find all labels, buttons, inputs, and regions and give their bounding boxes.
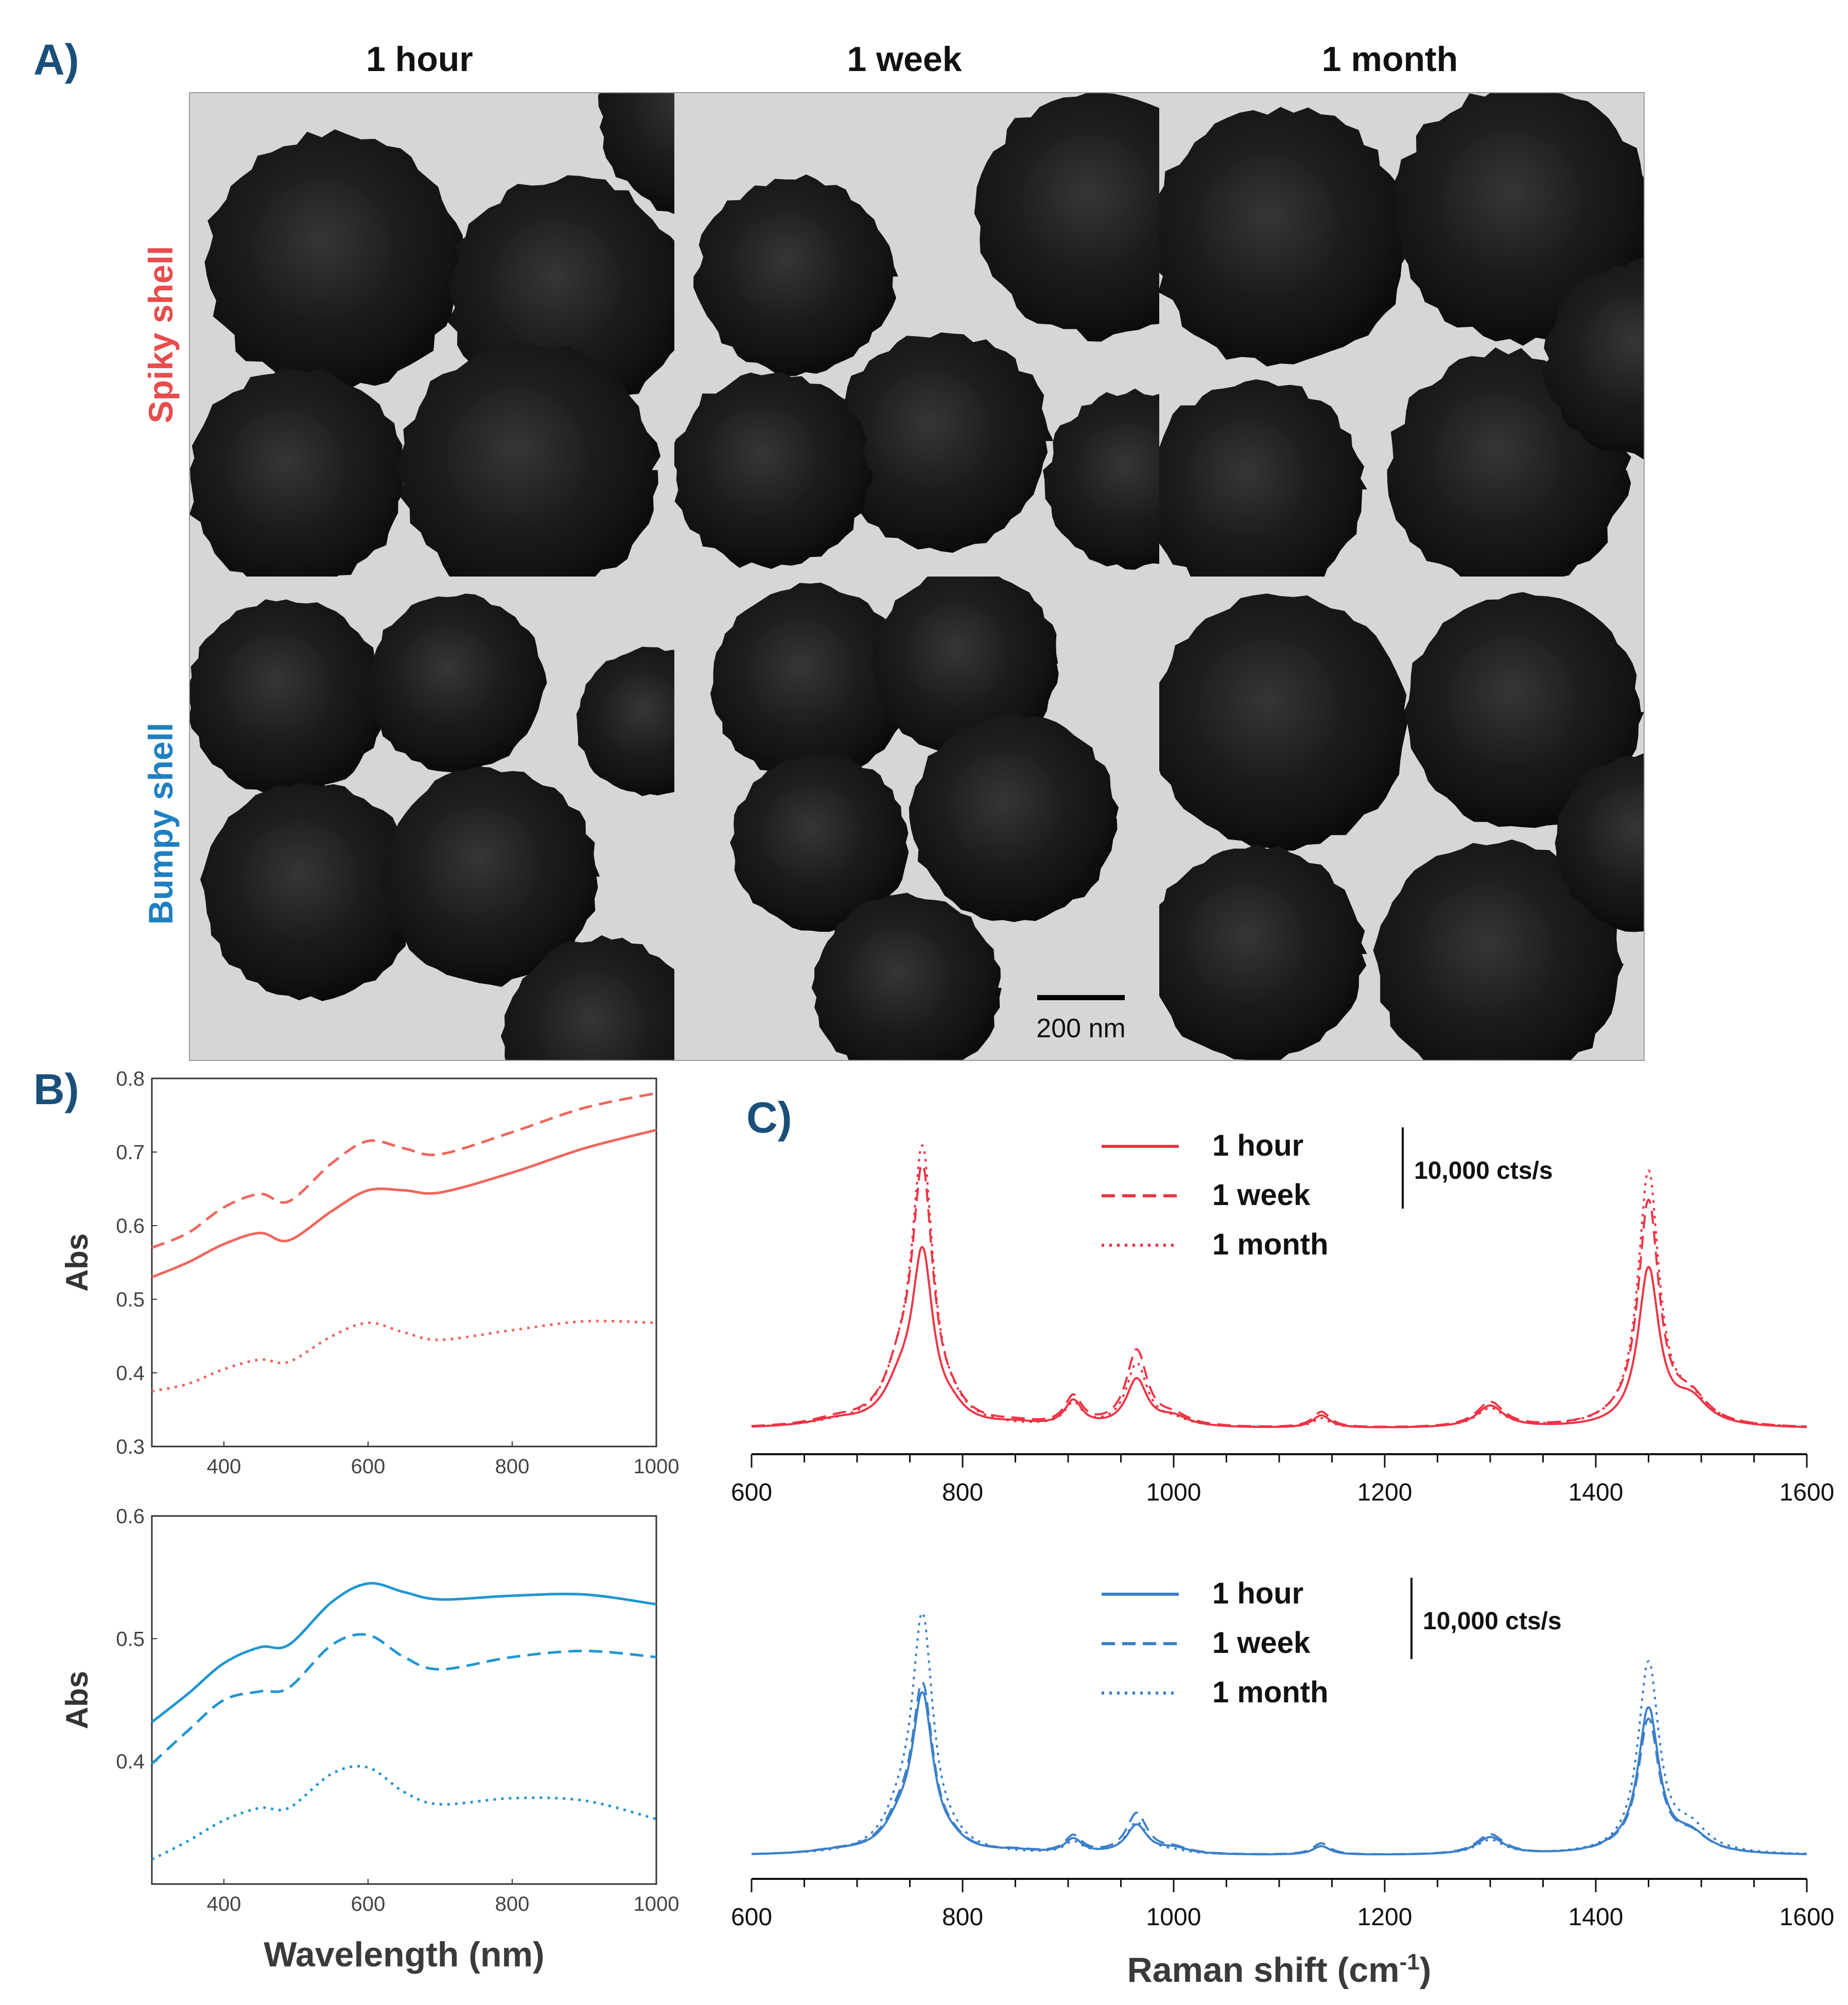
series-line-1-hour: [151, 1128, 657, 1279]
y-tick-label: 0.7: [116, 1141, 145, 1164]
series-line-1-month: [151, 1319, 657, 1393]
tem-column-title-1: 1 hour: [366, 40, 473, 79]
x-tick-label: 1000: [634, 1455, 679, 1478]
x-tick-label: 1200: [1357, 1904, 1413, 1931]
raman-spiky-chart: 600 800 1000 1200 1400 1600 1 hour 1 week 1 mont…: [731, 1127, 1834, 1506]
tem-row-title-bumpy: Bumpy shell: [142, 723, 180, 925]
series-line-1-week: [151, 1092, 657, 1249]
legend-label: 1 hour: [1212, 1129, 1303, 1162]
x-tick-label: 1400: [1568, 1479, 1624, 1506]
y-tick-label: 0.4: [116, 1362, 145, 1385]
y-tick-label: 0.6: [116, 1505, 145, 1528]
tem-image: [674, 93, 1159, 577]
x-axis-label: Wavelength (nm): [264, 1935, 544, 1974]
plot-frame: [151, 1515, 657, 1885]
panel-label-c: C): [746, 1093, 792, 1142]
y-tick-label: 0.5: [116, 1628, 145, 1650]
series-line-1-month: [751, 1612, 1807, 1856]
legend-label: 1 hour: [1212, 1577, 1303, 1610]
tem-row-title-spiky: Spiky shell: [142, 246, 180, 424]
x-tick-label: 600: [351, 1455, 386, 1478]
series-line-1-week: [751, 1681, 1807, 1855]
legend-label: 1 week: [1212, 1626, 1311, 1660]
x-tick-label: 1600: [1780, 1904, 1835, 1931]
panel-label-b: B): [33, 1065, 79, 1113]
x-tick-label: 1000: [1146, 1479, 1201, 1506]
tem-image-grid: [189, 92, 1645, 1061]
y-axis-label: Abs: [60, 1233, 94, 1292]
x-tick-label: 600: [731, 1479, 772, 1506]
plot-frame: [151, 1077, 657, 1448]
series-line-1-month: [151, 1765, 657, 1861]
tem-image: [674, 577, 1159, 1060]
intensity-scale-label: 10,000 cts/s: [1414, 1157, 1553, 1184]
tem-column-title-3: 1 month: [1322, 40, 1458, 79]
y-axis-label: Abs: [60, 1671, 94, 1729]
uvvis-spiky-chart: 400 600 800 1000 0.3 0.4 0.5 0.6 0.7 0.8 Abs: [60, 1068, 679, 1478]
tem-image: [189, 577, 674, 1060]
y-tick-label: 0.5: [116, 1288, 145, 1311]
x-tick-label: 1600: [1780, 1479, 1835, 1506]
legend-label: 1 week: [1212, 1178, 1311, 1212]
y-tick-label: 0.8: [116, 1068, 145, 1090]
tem-image: [1159, 93, 1644, 577]
x-tick-label: 1000: [1146, 1904, 1201, 1931]
x-tick-label: 800: [942, 1904, 983, 1931]
y-tick-label: 0.6: [116, 1215, 145, 1237]
tem-column-title-2: 1 week: [847, 40, 962, 79]
uvvis-bumpy-chart: 400 600 800 1000 0.4 0.5 0.6 Abs Wavelength (nm): [60, 1505, 679, 1974]
x-tick-label: 600: [731, 1904, 772, 1931]
series-line-1-hour: [151, 1582, 657, 1723]
x-tick-label: 1200: [1357, 1479, 1413, 1506]
raman-bumpy-chart: 600 800 1000 1200 1400 1600 Raman shift (cm-1)…: [731, 1577, 1834, 1990]
x-tick-label: 400: [207, 1893, 241, 1915]
x-axis-label: Raman shift (cm-1): [1127, 1949, 1432, 1990]
x-tick-label: 800: [942, 1479, 983, 1506]
intensity-scale-label: 10,000 cts/s: [1423, 1608, 1562, 1635]
legend-label: 1 month: [1212, 1228, 1329, 1261]
series-line-1-week: [751, 1163, 1807, 1428]
series-line-1-week: [151, 1633, 657, 1765]
x-tick-label: 400: [207, 1455, 241, 1478]
x-tick-label: 800: [495, 1455, 530, 1478]
x-tick-label: 1000: [634, 1893, 679, 1915]
tem-image: [189, 93, 674, 577]
scale-bar-label: 200 nm: [1036, 1014, 1125, 1043]
x-tick-label: 800: [495, 1893, 530, 1915]
legend-label: 1 month: [1212, 1676, 1329, 1709]
x-tick-label: 600: [351, 1893, 386, 1915]
x-tick-label: 1400: [1568, 1904, 1624, 1931]
y-tick-label: 0.4: [116, 1751, 145, 1773]
y-tick-label: 0.3: [116, 1436, 145, 1458]
tem-image: [1159, 577, 1644, 1060]
panel-label-a: A): [33, 36, 79, 84]
